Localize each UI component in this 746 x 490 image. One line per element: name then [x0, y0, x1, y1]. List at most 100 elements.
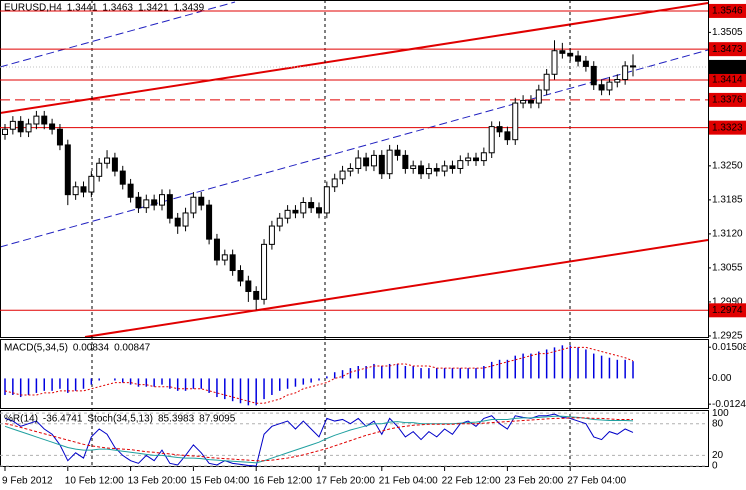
series-line	[4, 415, 634, 464]
candle-body	[80, 186, 87, 193]
candle-body	[323, 186, 330, 214]
candle-body	[190, 196, 197, 214]
candle-body	[182, 212, 189, 227]
channel-lower	[84, 239, 709, 338]
candle-body	[425, 167, 432, 175]
header-text: 0.00847	[114, 343, 151, 354]
y-tick-label: 1.3120	[712, 229, 743, 240]
candle-body	[2, 128, 8, 135]
candle-body	[433, 167, 440, 172]
candle-body	[457, 160, 464, 169]
level-label: 1.3414	[712, 75, 743, 86]
candle-body	[174, 217, 181, 227]
candle-body	[488, 126, 495, 154]
candle-body	[465, 157, 472, 162]
candle-body	[245, 280, 252, 292]
candle-body	[143, 199, 150, 209]
candle-body	[347, 167, 354, 172]
level-label: 1.3473	[712, 44, 743, 55]
candle-body	[504, 131, 511, 141]
x-tick-label: 15 Feb 04:00	[190, 476, 249, 487]
level-box	[709, 120, 746, 135]
candle-body	[96, 162, 103, 177]
candle-body	[394, 149, 401, 156]
main-panel	[0, 0, 709, 338]
header-text: 1.3439	[174, 3, 205, 14]
y-tick-label: -0.01243	[712, 399, 746, 410]
candle-body	[127, 183, 134, 198]
candle-body	[606, 81, 613, 91]
candle-body	[449, 165, 456, 169]
header-text: 1.3421	[138, 3, 169, 14]
candle-body	[9, 120, 16, 130]
candle-body	[198, 196, 205, 206]
candle-body	[630, 65, 636, 68]
candle-body	[300, 201, 307, 214]
header-text: 1.3463	[102, 3, 133, 14]
candle-body	[104, 157, 111, 164]
y-tick-label: 1.2925	[712, 331, 743, 342]
candle-body	[402, 154, 409, 169]
candle-body	[268, 225, 275, 245]
y-tick-label: 20	[712, 450, 724, 461]
candle-body	[582, 60, 589, 67]
candle-body	[512, 102, 519, 141]
y-tick-label: 0.00	[712, 373, 732, 384]
candle-body	[206, 204, 213, 240]
candle-body	[535, 89, 542, 104]
candle-body	[520, 99, 527, 104]
candle-body	[166, 194, 173, 219]
candle-body	[363, 157, 370, 167]
level-box	[709, 92, 746, 107]
candle-body	[378, 154, 385, 175]
candle-body	[33, 115, 40, 125]
candle-body	[480, 152, 487, 162]
header-text: 0.00834	[73, 343, 110, 354]
y-tick-label: 0.01508	[712, 342, 746, 353]
candle-body	[284, 209, 291, 219]
candle-body	[590, 65, 597, 86]
candle-body	[261, 243, 268, 300]
candle-body	[308, 201, 315, 209]
header-text: 85.3983	[158, 414, 195, 425]
candle-body	[64, 144, 71, 196]
x-tick-label: 17 Feb 20:00	[316, 476, 375, 487]
candle-body	[567, 52, 574, 57]
candle-body	[111, 157, 118, 172]
candle-body	[543, 73, 550, 91]
level-label: 1.3546	[712, 6, 743, 17]
candle-body	[598, 84, 605, 91]
candle-body	[237, 270, 244, 282]
header-text: %R(14)	[4, 414, 38, 425]
candle-body	[213, 238, 220, 261]
x-tick-label: 10 Feb 12:00	[65, 476, 124, 487]
level-box	[709, 42, 746, 57]
candle-body	[151, 199, 158, 206]
candle-body	[622, 65, 629, 81]
candle-body	[49, 123, 56, 130]
candle-body	[575, 55, 582, 62]
channel-upper	[0, 2, 709, 114]
candle-body	[88, 175, 95, 193]
level-box	[709, 73, 746, 88]
x-tick-label: 13 Feb 20:00	[128, 476, 187, 487]
signal-line	[4, 346, 634, 404]
candle-body	[25, 123, 32, 133]
y-tick-label: 100	[712, 408, 729, 419]
series-line	[4, 417, 634, 462]
candle-body	[276, 217, 283, 227]
candle-body	[339, 170, 346, 180]
candle-body	[159, 194, 165, 206]
candle-body	[410, 165, 417, 169]
candle-body	[331, 178, 338, 188]
y-tick-label: 1.3055	[712, 263, 743, 274]
candle-body	[527, 99, 534, 104]
candle-body	[292, 209, 299, 214]
candle-body	[229, 254, 236, 272]
candle-body	[135, 196, 142, 209]
level-box	[709, 303, 746, 318]
header-text: Stoch(34,5,13)	[87, 414, 153, 425]
price-box	[709, 59, 746, 74]
candle-body	[41, 115, 48, 125]
